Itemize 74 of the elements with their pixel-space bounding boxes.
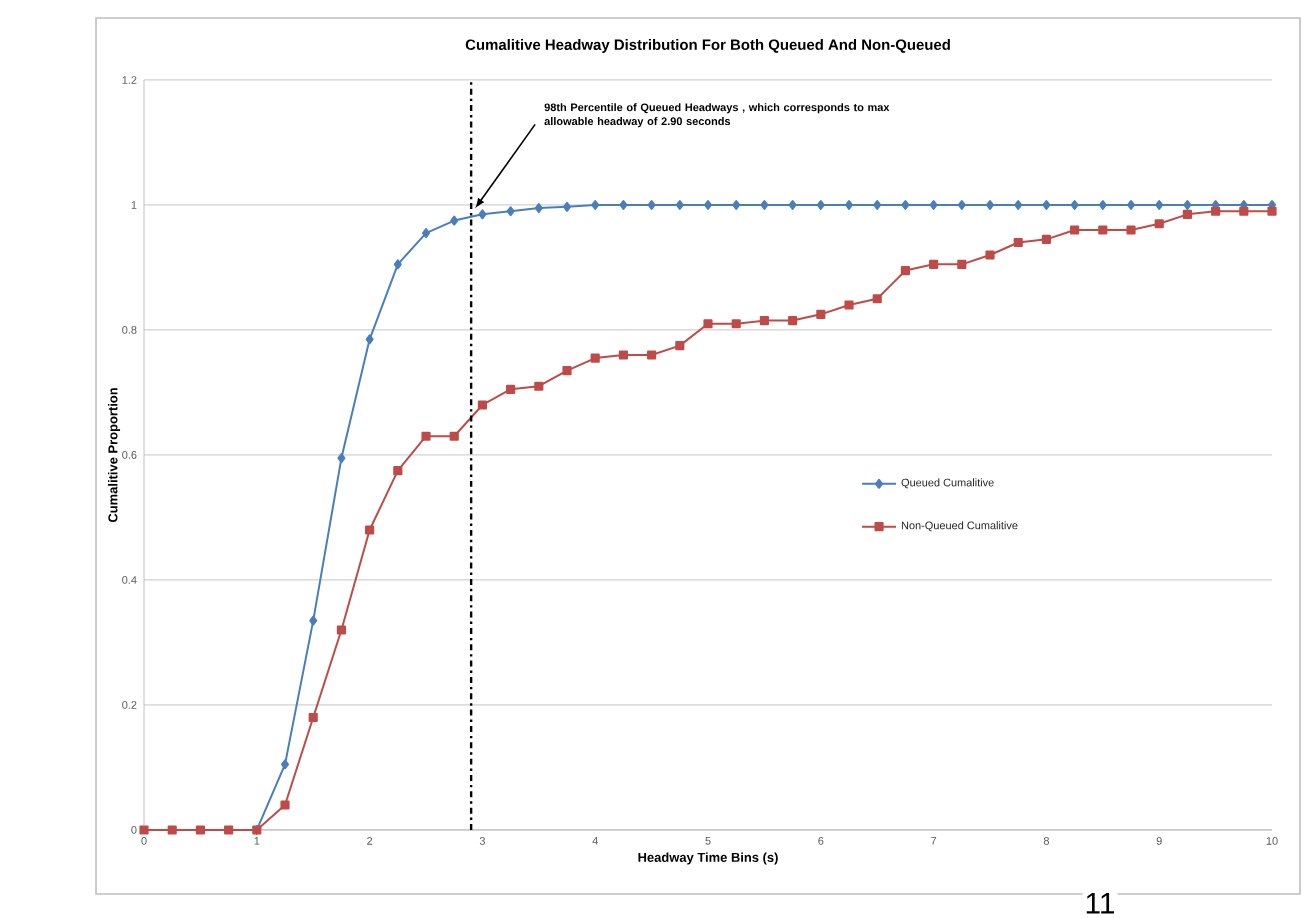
point	[224, 825, 234, 835]
point	[1098, 225, 1108, 235]
point	[1126, 225, 1136, 235]
point	[844, 300, 854, 310]
point	[562, 366, 572, 376]
point	[281, 759, 290, 770]
point	[618, 350, 628, 360]
point	[280, 800, 290, 810]
point	[731, 319, 741, 329]
point	[619, 199, 628, 210]
point	[760, 199, 769, 210]
text: 11	[1086, 893, 1115, 914]
point	[1014, 199, 1023, 210]
point	[337, 453, 346, 464]
point	[986, 199, 995, 210]
point	[929, 259, 939, 269]
point	[1182, 209, 1192, 219]
point	[1098, 199, 1107, 210]
point	[1267, 206, 1277, 216]
point	[422, 228, 430, 239]
point	[1041, 234, 1052, 244]
point	[534, 203, 543, 214]
point	[478, 209, 487, 220]
point	[167, 825, 177, 835]
point	[1013, 237, 1023, 248]
point	[845, 199, 854, 210]
point	[139, 825, 149, 835]
point	[872, 294, 882, 304]
point	[393, 466, 403, 476]
point	[421, 431, 431, 441]
point	[675, 199, 684, 210]
point	[985, 250, 995, 260]
point	[1070, 225, 1080, 235]
point	[590, 353, 600, 363]
point	[1042, 199, 1051, 210]
point	[1154, 219, 1164, 229]
point	[900, 266, 911, 276]
point	[309, 615, 318, 626]
point	[873, 199, 882, 210]
point	[591, 199, 600, 210]
point	[704, 199, 713, 210]
point	[1127, 199, 1135, 210]
point	[563, 201, 572, 212]
point	[759, 316, 770, 326]
point	[534, 381, 544, 391]
point	[647, 199, 656, 210]
point	[788, 316, 798, 326]
point	[1239, 206, 1249, 216]
point	[647, 350, 657, 360]
point	[449, 431, 459, 441]
point	[1155, 199, 1164, 210]
point	[365, 525, 375, 535]
point	[929, 199, 938, 210]
point	[195, 825, 206, 835]
point	[506, 206, 515, 217]
point	[957, 199, 966, 210]
point	[393, 259, 402, 270]
point	[703, 319, 713, 329]
point	[365, 334, 374, 345]
point	[477, 400, 487, 410]
point	[308, 712, 318, 723]
point	[675, 341, 685, 351]
point	[1183, 199, 1192, 210]
point	[1211, 206, 1221, 216]
point	[506, 384, 516, 394]
point	[816, 309, 826, 319]
point	[788, 199, 797, 210]
point	[957, 259, 967, 269]
point	[336, 625, 347, 635]
point	[450, 215, 459, 226]
point	[901, 199, 910, 210]
point	[1070, 199, 1079, 210]
point	[816, 199, 825, 210]
point	[732, 199, 741, 210]
